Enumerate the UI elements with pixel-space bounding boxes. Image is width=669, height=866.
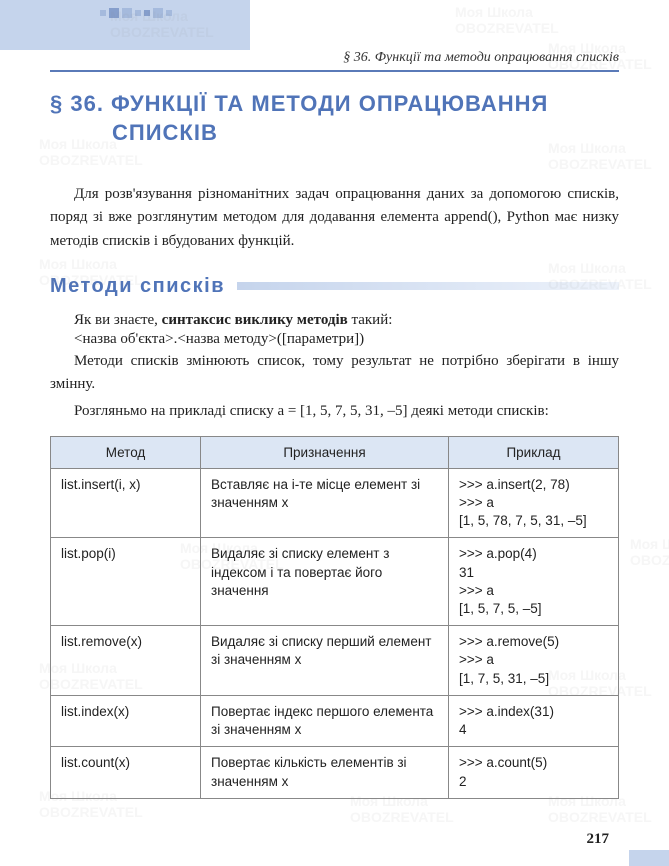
subheading: Методи списків	[50, 275, 237, 298]
cell-desc: Повертає індекс першого елемента зі знач…	[201, 695, 449, 746]
cell-example: >>> a.index(31) 4	[449, 695, 619, 746]
section-title: § 36. ФУНКЦІЇ ТА МЕТОДИ ОПРАЦЮВАННЯ СПИС…	[50, 90, 619, 147]
cell-example: >>> a.count(5) 2	[449, 747, 619, 798]
cell-method: list.index(x)	[51, 695, 201, 746]
title-line-1: § 36. ФУНКЦІЇ ТА МЕТОДИ ОПРАЦЮВАННЯ	[50, 91, 548, 116]
syntax-intro-c: такий:	[348, 312, 393, 328]
syntax-pattern: <назва об'єкта>.<назва методу>([параметр…	[50, 331, 619, 348]
table-row: list.insert(i, x) Вставляє на i-те місце…	[51, 468, 619, 538]
page-content: § 36. ФУНКЦІЇ ТА МЕТОДИ ОПРАЦЮВАННЯ СПИС…	[50, 90, 619, 826]
table-body: list.insert(i, x) Вставляє на i-те місце…	[51, 468, 619, 798]
cell-method: list.count(x)	[51, 747, 201, 798]
page-footer-strip	[629, 850, 669, 866]
cell-desc: Вставляє на i-те місце елемент зі значен…	[201, 468, 449, 538]
cell-method: list.pop(i)	[51, 538, 201, 626]
cell-example: >>> a.insert(2, 78) >>> a [1, 5, 78, 7, …	[449, 468, 619, 538]
cell-desc: Видаляє зі списку елемент з індексом i т…	[201, 538, 449, 626]
methods-table: Метод Призначення Приклад list.insert(i,…	[50, 436, 619, 799]
table-row: list.remove(x) Видаляє зі списку перший …	[51, 626, 619, 696]
title-line-2: СПИСКІВ	[50, 119, 619, 148]
running-head-rule	[50, 70, 619, 72]
cell-example: >>> a.pop(4) 31 >>> a [1, 5, 7, 5, –5]	[449, 538, 619, 626]
table-row: list.count(x) Повертає кількість елемент…	[51, 747, 619, 798]
page-number: 217	[587, 831, 610, 848]
syntax-intro-a: Як ви знаєте,	[74, 312, 162, 328]
subhead-rule	[237, 282, 619, 290]
table-row: list.pop(i) Видаляє зі списку елемент з …	[51, 538, 619, 626]
table-row: list.index(x) Повертає індекс першого ел…	[51, 695, 619, 746]
syntax-intro-b: синтаксис виклику методів	[162, 312, 348, 328]
cell-method: list.insert(i, x)	[51, 468, 201, 538]
syntax-intro: Як ви знаєте, синтаксис виклику методів …	[50, 312, 619, 329]
header-decoration	[100, 8, 172, 18]
cell-desc: Видаляє зі списку перший елемент зі знач…	[201, 626, 449, 696]
subhead-wrap: Методи списків	[50, 275, 619, 298]
table-header-row: Метод Призначення Приклад	[51, 436, 619, 468]
cell-method: list.remove(x)	[51, 626, 201, 696]
intro-paragraph: Для розв'язування різноманітних задач оп…	[50, 183, 619, 253]
paragraph-2: Методи списків змінюють список, тому рез…	[50, 350, 619, 397]
col-method: Метод	[51, 436, 201, 468]
cell-example: >>> a.remove(5) >>> a [1, 7, 5, 31, –5]	[449, 626, 619, 696]
paragraph-3: Розгляньмо на прикладі списку a = [1, 5,…	[50, 400, 619, 423]
col-desc: Призначення	[201, 436, 449, 468]
col-example: Приклад	[449, 436, 619, 468]
cell-desc: Повертає кількість елементів зі значення…	[201, 747, 449, 798]
running-head: § 36. Функції та методи опрацювання спис…	[343, 50, 619, 66]
